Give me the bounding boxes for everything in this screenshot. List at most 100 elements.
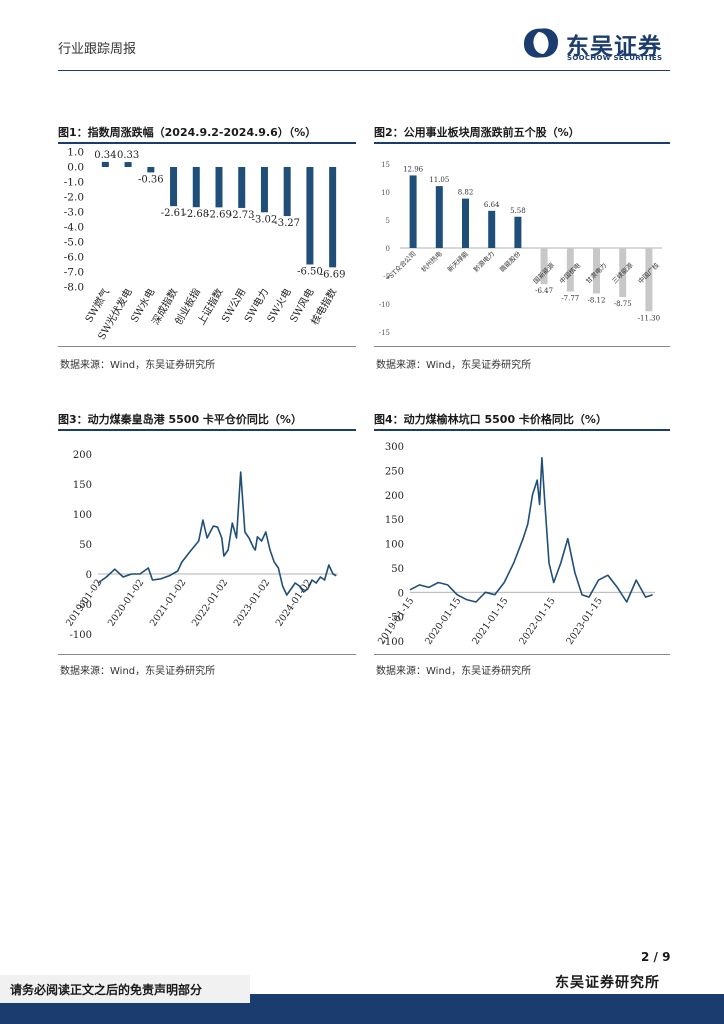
- fig2-bar: [540, 248, 548, 285]
- fig2-data-label: -11.30: [638, 314, 660, 322]
- fig3-xtick-label: 2019-01-02: [64, 577, 104, 628]
- fig3-series-line: [97, 471, 337, 596]
- disclaimer-text: 请务必阅读正文之后的免责声明部分: [10, 983, 203, 997]
- fig1-data-label: -2.69: [206, 209, 232, 220]
- fig1-ytick-label: 0.0: [67, 162, 84, 174]
- fig4-title: 图4：动力煤榆林坑口 5500 卡价格同比（%）: [374, 413, 607, 426]
- fig1-ytick-label: -7.0: [64, 267, 84, 279]
- fig1-title: 图1：指数周涨跌幅（2024.9.2-2024.9.6）（%）: [58, 126, 317, 139]
- fig4-xtick-label: 2022-01-15: [517, 596, 557, 647]
- fig1-ytick-label: -4.0: [64, 222, 84, 234]
- fig1-ytick-label: -2.0: [64, 192, 84, 204]
- fig1-source-rule: [58, 346, 356, 347]
- fig3-xtick-label: 2022-01-02: [190, 577, 230, 628]
- fig2-category-label: 赣能股份: [498, 249, 523, 274]
- fig2-bar: [566, 248, 574, 292]
- fig2-data-label: -7.77: [561, 295, 579, 303]
- fig2-bar: [409, 175, 417, 248]
- disclaimer-box: 请务必阅读正文之后的免责声明部分: [0, 975, 250, 1003]
- fig1-data-label: -0.36: [138, 174, 164, 185]
- fig4-source-rule: [374, 654, 670, 655]
- fig3-xtick-label: 2021-01-02: [148, 577, 188, 628]
- fig4-title-rule: [374, 429, 670, 431]
- fig2-data-label: 6.64: [484, 201, 500, 209]
- fig1-data-label: -2.68: [183, 209, 209, 220]
- fig1-source: 数据来源：Wind，东吴证券研究所: [60, 360, 216, 371]
- fig1-bar: [306, 167, 314, 265]
- footer-institute: 东吴证券研究所: [555, 975, 660, 991]
- fig2-bar: [488, 210, 496, 248]
- fig4-ytick-label: 50: [391, 564, 404, 575]
- fig2-bar: [593, 248, 600, 294]
- fig4-xtick-label: 2021-01-15: [470, 596, 510, 647]
- fig1-ytick-label: 1.0: [67, 147, 84, 159]
- logo-mark-icon: [524, 28, 558, 58]
- fig2-bar: [514, 216, 522, 248]
- fig2-ytick-label: -15: [379, 329, 390, 337]
- fig2-category-label: 黔源电力: [471, 249, 496, 274]
- fig2-title-rule: [374, 142, 670, 144]
- page-number: 2 / 9: [641, 950, 671, 964]
- fig1-ytick-label: -8.0: [64, 282, 84, 294]
- fig1-data-label: -2.73: [229, 210, 255, 221]
- fig1-data-label: -6.69: [320, 269, 346, 280]
- fig1-title-rule: [58, 142, 356, 144]
- fig4-xtick-label: 2020-01-15: [423, 596, 463, 647]
- fig3-ytick-label: 50: [79, 540, 92, 551]
- fig1-bar: [329, 167, 337, 268]
- fig1-bar: [124, 162, 132, 167]
- fig2-data-label: -8.12: [588, 296, 606, 304]
- fig1-bar: [192, 167, 200, 208]
- fig4-ytick-label: 0: [398, 588, 404, 599]
- fig4-ytick-label: -100: [382, 637, 404, 648]
- fig2-data-label: 12.96: [403, 165, 424, 173]
- fig4-ytick-label: 150: [385, 515, 404, 526]
- fig2-ytick-label: 10: [381, 189, 390, 197]
- fig2-source: 数据来源：Wind，东吴证券研究所: [376, 360, 532, 371]
- fig1-ytick-label: -6.0: [64, 252, 84, 264]
- fig3-ytick-label: 0: [86, 570, 92, 581]
- fig2-bar: [462, 198, 469, 248]
- fig1-data-label: -6.50: [297, 267, 323, 278]
- logo-english-name: SOOCHOW SECURITIES: [567, 54, 663, 62]
- fig4-ytick-label: 300: [385, 442, 404, 453]
- fig1-data-label: -3.02: [252, 214, 278, 225]
- fig2-ytick-label: -5: [383, 273, 390, 281]
- logo-chinese-name: 东吴证券: [566, 33, 662, 60]
- fig2-data-label: 5.58: [510, 207, 526, 215]
- fig3-source: 数据来源：Wind，东吴证券研究所: [60, 666, 216, 677]
- fig3-source-rule: [58, 654, 356, 655]
- fig4-source: 数据来源：Wind，东吴证券研究所: [376, 666, 532, 677]
- fig2-data-label: 8.82: [458, 189, 474, 197]
- fig2-category-label: 新天绿能: [445, 249, 470, 274]
- report-type-label: 行业跟踪周报: [58, 42, 137, 57]
- fig2-title: 图2：公用事业板块周涨跌前五个股（%）: [374, 126, 580, 139]
- fig1-ytick-label: -5.0: [64, 237, 84, 249]
- fig3-ytick-label: 150: [73, 480, 92, 491]
- fig1-data-label: 0.34: [94, 150, 116, 161]
- fig1-data-label: -2.61: [161, 208, 187, 219]
- fig3-xtick-label: 2020-01-02: [106, 577, 146, 628]
- fig2-ytick-label: 5: [386, 217, 390, 225]
- fig4-ytick-label: -50: [388, 613, 404, 624]
- fig3-ytick-label: -100: [70, 630, 92, 641]
- fig2-category-label: *ST众合公司: [384, 249, 417, 282]
- fig2-bar-chart: 15 10 5 0 -5 -10 -15 12.96 *ST众合公司 11.05 杭州热电 8.82 新…: [379, 161, 662, 337]
- fig4-ytick-label: 250: [385, 466, 404, 477]
- fig4-ytick-label: 200: [385, 491, 404, 502]
- fig4-xtick-label: 2023-01-15: [564, 596, 604, 647]
- fig1-bar-chart: 1.0 0.0 -1.0 -2.0 -3.0 -4.0 -5.0 -6.0 -7.0 -8.0 0.…: [64, 147, 346, 342]
- fig2-source-rule: [374, 346, 670, 347]
- fig2-ytick-label: -10: [379, 301, 390, 309]
- fig1-bar: [283, 167, 291, 217]
- fig1-ytick-label: -1.0: [64, 177, 84, 189]
- fig2-ytick-label: 0: [386, 245, 390, 253]
- fig3-xtick-label: 2023-01-02: [232, 577, 272, 628]
- fig3-title: 图3：动力煤秦皇岛港 5500 卡平仓价同比（%）: [58, 413, 302, 426]
- fig3-ytick-label: 100: [73, 510, 92, 521]
- fig2-category-label: 杭州热电: [419, 249, 444, 274]
- fig2-bar: [619, 248, 627, 297]
- fig1-data-label: -3.27: [274, 218, 300, 229]
